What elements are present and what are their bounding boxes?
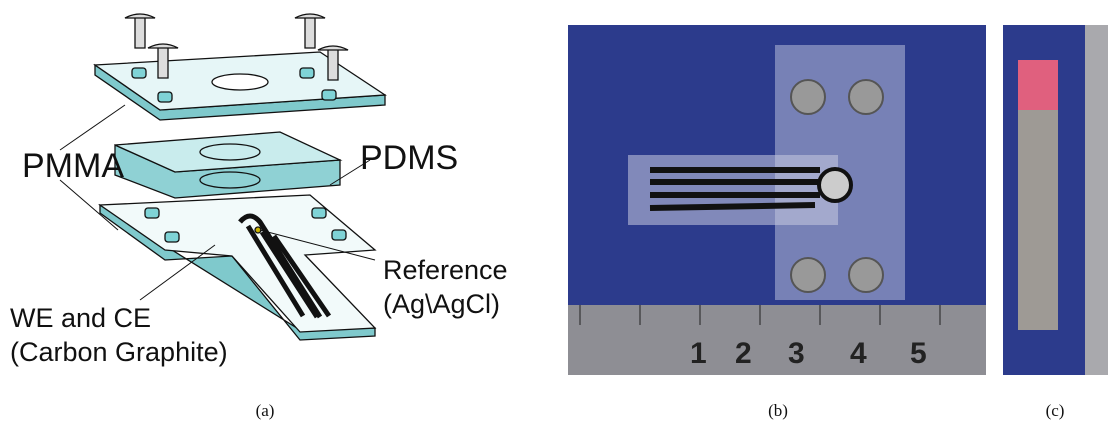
label: (Carbon Graphite): [10, 337, 228, 367]
figure: PMMA PDMS Reference (Ag\AgCl) WE and CE …: [0, 0, 1108, 425]
caption: (b): [768, 401, 788, 420]
label: PMMA: [22, 147, 124, 185]
ruler-label: 5: [910, 337, 927, 370]
ruler-label: 4: [850, 337, 867, 370]
ruler-label: 1: [690, 337, 707, 370]
label: PDMS: [360, 139, 458, 177]
hole: [212, 74, 268, 90]
caption: (c): [1046, 401, 1065, 420]
label: Reference: [383, 255, 508, 285]
photo-c: [1003, 25, 1108, 375]
ruler-label: 3: [788, 337, 805, 370]
caption: (a): [256, 401, 275, 420]
label: (Ag\AgCl): [383, 289, 500, 319]
ruler-label: 2: [735, 337, 752, 370]
photo-b: 1 2 3 4 5: [568, 25, 986, 375]
label: WE and CE: [10, 303, 151, 333]
figure-canvas: PMMA PDMS Reference (Ag\AgCl) WE and CE …: [0, 0, 1108, 425]
